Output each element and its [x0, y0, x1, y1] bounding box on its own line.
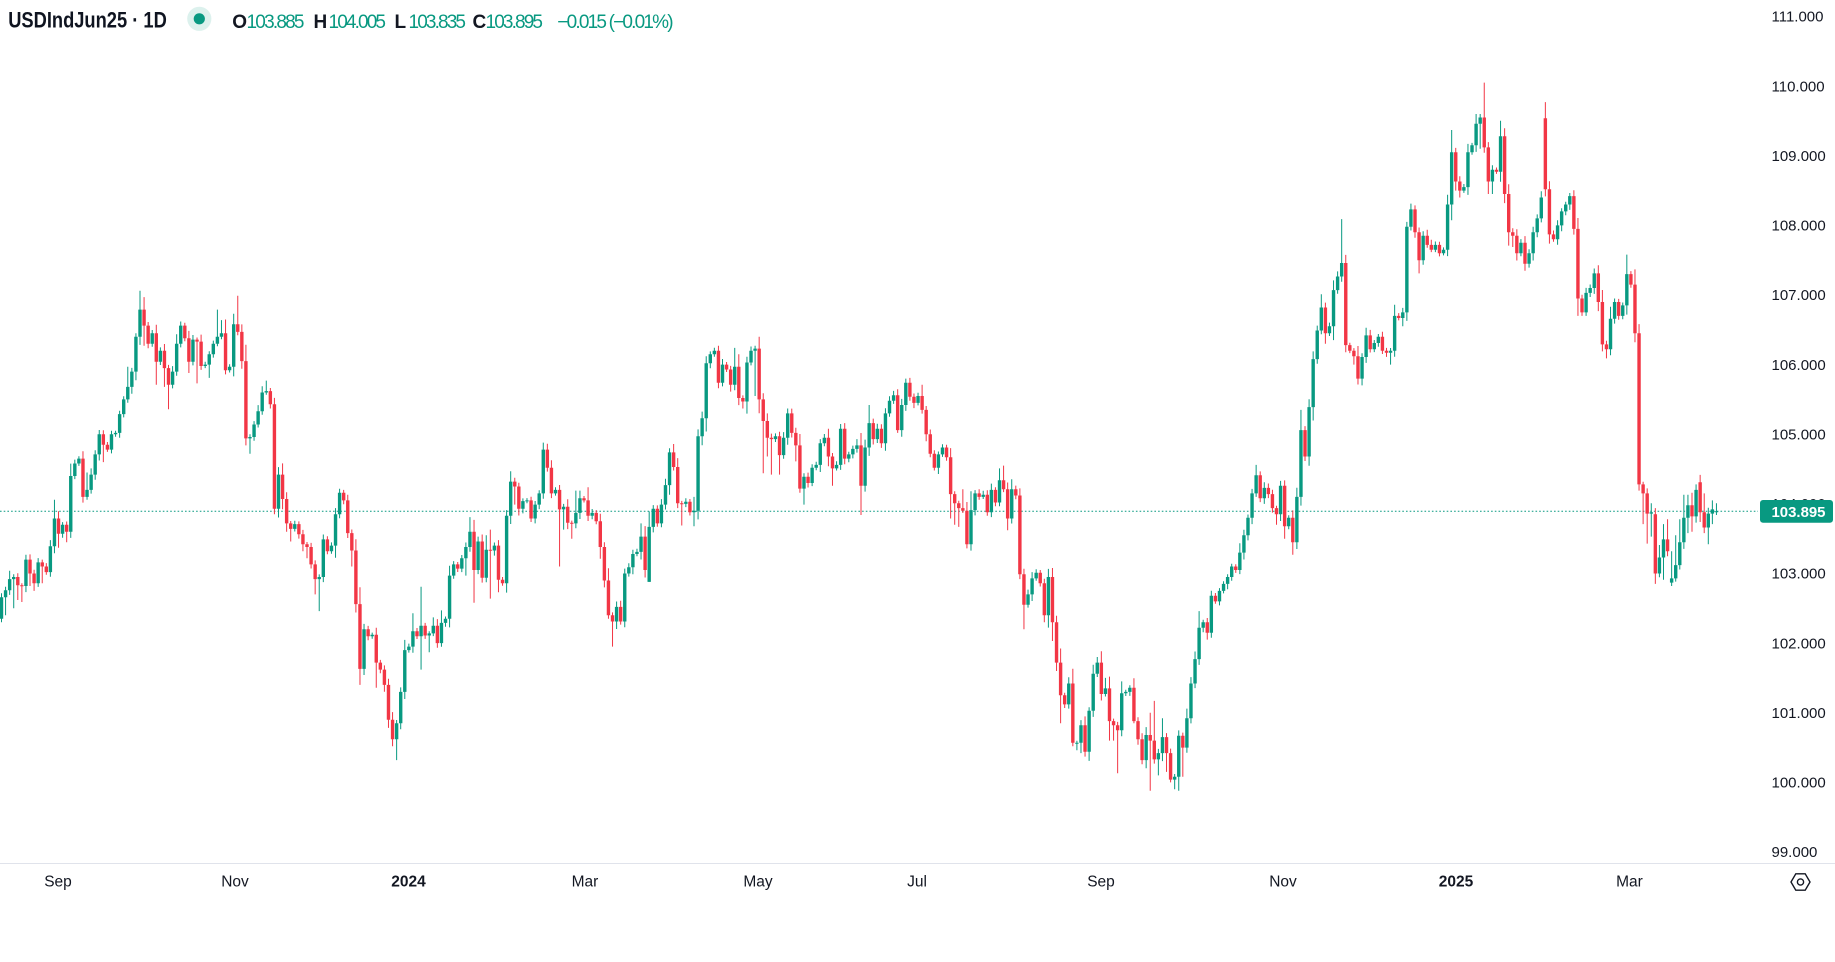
svg-text:Nov: Nov	[1269, 874, 1297, 891]
svg-text:103.895: 103.895	[486, 12, 544, 33]
svg-text:2025: 2025	[1439, 874, 1474, 891]
svg-text:106.000: 106.000	[1772, 357, 1826, 374]
svg-text:110.000: 110.000	[1772, 78, 1825, 95]
svg-text:105.000: 105.000	[1772, 426, 1826, 443]
svg-text:Mar: Mar	[572, 874, 599, 891]
svg-text:Sep: Sep	[1087, 874, 1115, 891]
svg-text:C: C	[473, 12, 487, 33]
svg-text:Sep: Sep	[44, 874, 72, 891]
svg-text:103.835: 103.835	[409, 12, 467, 33]
svg-text:2024: 2024	[391, 874, 426, 891]
svg-text:100.000: 100.000	[1772, 775, 1826, 792]
svg-text:103.895: 103.895	[1772, 505, 1826, 521]
svg-text:102.000: 102.000	[1772, 635, 1826, 652]
svg-text:Nov: Nov	[221, 874, 249, 891]
svg-text:103.000: 103.000	[1772, 566, 1826, 583]
svg-text:111.000: 111.000	[1772, 9, 1824, 26]
svg-text:L: L	[395, 12, 407, 33]
svg-text:Mar: Mar	[1616, 874, 1643, 891]
svg-text:108.000: 108.000	[1772, 218, 1826, 235]
svg-text:104.005: 104.005	[329, 12, 387, 33]
svg-text:109.000: 109.000	[1772, 148, 1826, 165]
svg-text:103.885: 103.885	[247, 12, 305, 33]
svg-text:Jul: Jul	[907, 874, 927, 891]
svg-text:May: May	[743, 874, 773, 891]
svg-text:−0.015 (−0.01%): −0.015 (−0.01%)	[557, 12, 673, 33]
svg-text:USDIndJun25 · 1D: USDIndJun25 · 1D	[8, 8, 167, 33]
svg-text:H: H	[314, 12, 328, 33]
svg-text:101.000: 101.000	[1772, 705, 1826, 722]
svg-text:107.000: 107.000	[1772, 287, 1826, 304]
svg-text:99.000: 99.000	[1772, 844, 1818, 861]
svg-text:O: O	[232, 12, 247, 33]
